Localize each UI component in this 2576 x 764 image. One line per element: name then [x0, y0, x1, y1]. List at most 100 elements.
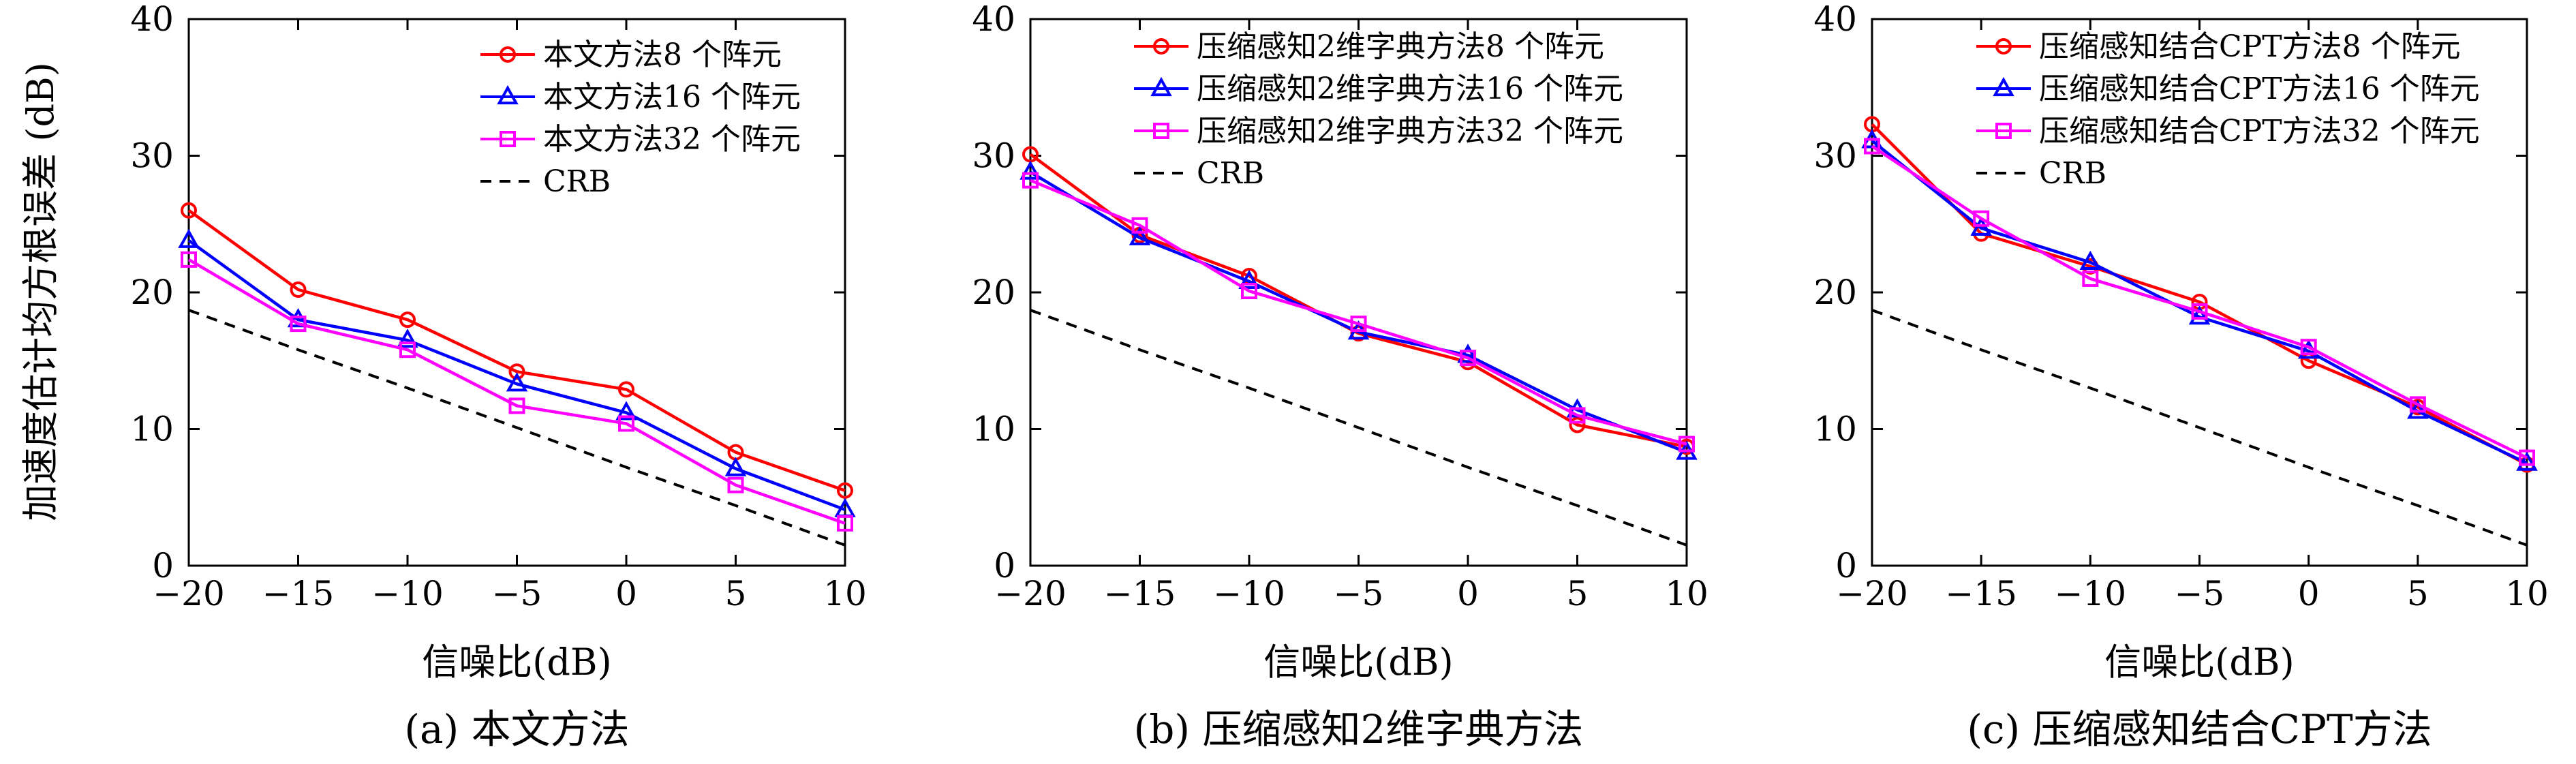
data-point-1-3: [181, 251, 197, 268]
legend-marker-1-1: [500, 46, 516, 63]
x-tick-label-3: 10: [2505, 574, 2549, 613]
x-tick-label-2: −5: [1334, 574, 1384, 613]
data-point-1-3: [290, 316, 307, 333]
y-tick-label-3: 30: [1813, 136, 1857, 176]
data-point-2-2: [1129, 226, 1151, 245]
data-point-2-1: [1569, 416, 1586, 433]
data-point-1-1: [837, 482, 853, 499]
series-2-3: [1022, 172, 1695, 453]
x-tick-label-3: 5: [2407, 574, 2429, 613]
data-point-2-3: [1460, 350, 1476, 367]
x-tick-label-2: 10: [1665, 574, 1708, 613]
legend-label-2-4: CRB: [1197, 156, 1264, 191]
data-point-1-2: [397, 328, 418, 348]
series-line-1-3: [187, 258, 846, 525]
legend-marker-2-2: [1150, 76, 1172, 97]
x-tick-label-2: −15: [1104, 574, 1176, 613]
data-point-1-1: [618, 381, 634, 398]
x-tick-label-1: −5: [492, 574, 542, 613]
data-point-3-3: [2519, 449, 2535, 466]
data-point-1-1: [508, 363, 525, 380]
y-tick-label-1: 30: [130, 136, 174, 176]
data-point-1-3: [837, 515, 853, 532]
legend-marker-3-3: [1995, 123, 2012, 139]
data-point-1-2: [615, 401, 637, 421]
x-tick-label-2: −10: [1213, 574, 1285, 613]
x-tick-label-3: 0: [2298, 574, 2320, 613]
legend-label-3-1: 压缩感知结合CPT方法8 个阵元: [2039, 29, 2461, 64]
y-tick-label-3: 20: [1813, 273, 1857, 312]
data-point-1-1: [181, 202, 197, 219]
series-line-2-4: [1030, 309, 1687, 547]
series-2-4: [1030, 309, 1687, 547]
series-line-1-2: [187, 239, 846, 511]
x-tick-label-3: −15: [1945, 574, 2017, 613]
data-point-1-2: [506, 372, 528, 392]
x-tick-label-1: −10: [371, 574, 444, 613]
series-1-4: [188, 309, 846, 547]
x-axis-label-3: 信噪比(dB): [2104, 641, 2294, 684]
legend-label-2-2: 压缩感知2维字典方法16 个阵元: [1197, 72, 1623, 106]
x-tick-label-1: 5: [725, 574, 747, 613]
series-line-2-1: [1029, 153, 1687, 448]
series-2-2: [1019, 160, 1698, 460]
data-point-2-2: [1457, 343, 1479, 363]
legend-marker-1-2: [497, 85, 519, 105]
series-1-3: [181, 251, 853, 532]
data-point-2-3: [1022, 172, 1039, 189]
y-tick-label-3: 0: [1835, 546, 1857, 585]
data-point-2-2: [1019, 160, 1041, 180]
y-tick-label-1: 20: [130, 273, 174, 312]
y-tick-label-1: 0: [152, 546, 174, 585]
y-tick-label-1: 40: [130, 0, 174, 39]
legend-label-2-1: 压缩感知2维字典方法8 个阵元: [1197, 29, 1604, 64]
data-point-1-2: [287, 308, 309, 328]
x-tick-label-3: −5: [2175, 574, 2225, 613]
x-tick-label-3: −20: [1836, 574, 1908, 613]
x-tick-label-2: −20: [994, 574, 1067, 613]
data-point-1-2: [724, 457, 747, 476]
legend-label-1-4: CRB: [543, 164, 611, 199]
data-point-2-3: [1131, 217, 1148, 234]
data-point-1-3: [399, 341, 416, 358]
data-point-1-1: [399, 311, 416, 328]
data-point-3-3: [2300, 339, 2317, 356]
legend-marker-3-2: [1993, 76, 2014, 97]
series-line-3-3: [1871, 144, 2528, 459]
data-point-3-2: [1970, 216, 1992, 236]
data-point-3-3: [1973, 210, 1990, 227]
series-line-1-1: [187, 209, 846, 492]
data-point-3-3: [1864, 138, 1880, 155]
panel-caption-2: (b) 压缩感知2维字典方法: [1134, 706, 1584, 752]
y-tick-label-2: 10: [972, 410, 1015, 449]
x-tick-label-2: 0: [1457, 574, 1479, 613]
x-axis-label-1: 信噪比(dB): [422, 641, 611, 684]
data-point-3-2: [2188, 305, 2211, 325]
series-line-2-3: [1030, 179, 1687, 446]
y-tick-label-2: 20: [972, 273, 1015, 312]
x-axis-label-2: 信噪比(dB): [1263, 641, 1453, 684]
data-point-2-3: [1350, 316, 1367, 333]
legend-label-1-1: 本文方法8 个阵元: [543, 37, 782, 72]
legend-label-1-3: 本文方法32 个阵元: [543, 122, 801, 157]
data-point-1-3: [508, 397, 525, 414]
x-tick-label-1: 10: [823, 574, 867, 613]
series-2-1: [1022, 146, 1695, 455]
data-point-1-1: [290, 281, 307, 298]
legend-label-3-4: CRB: [2039, 156, 2106, 191]
series-line-2-2: [1029, 170, 1687, 454]
legend-marker-2-1: [1153, 38, 1169, 55]
y-tick-label-2: 40: [972, 0, 1015, 39]
legend-label-2-3: 压缩感知2维字典方法32 个阵元: [1197, 114, 1623, 149]
data-point-3-2: [2079, 250, 2102, 270]
y-tick-label-1: 10: [130, 410, 174, 449]
legend-marker-1-3: [500, 131, 516, 147]
data-point-2-3: [1569, 407, 1586, 424]
panel-caption-3: (c) 压缩感知结合CPT方法: [1967, 706, 2432, 752]
y-tick-label-3: 10: [1813, 410, 1857, 449]
data-point-2-3: [1678, 436, 1695, 453]
